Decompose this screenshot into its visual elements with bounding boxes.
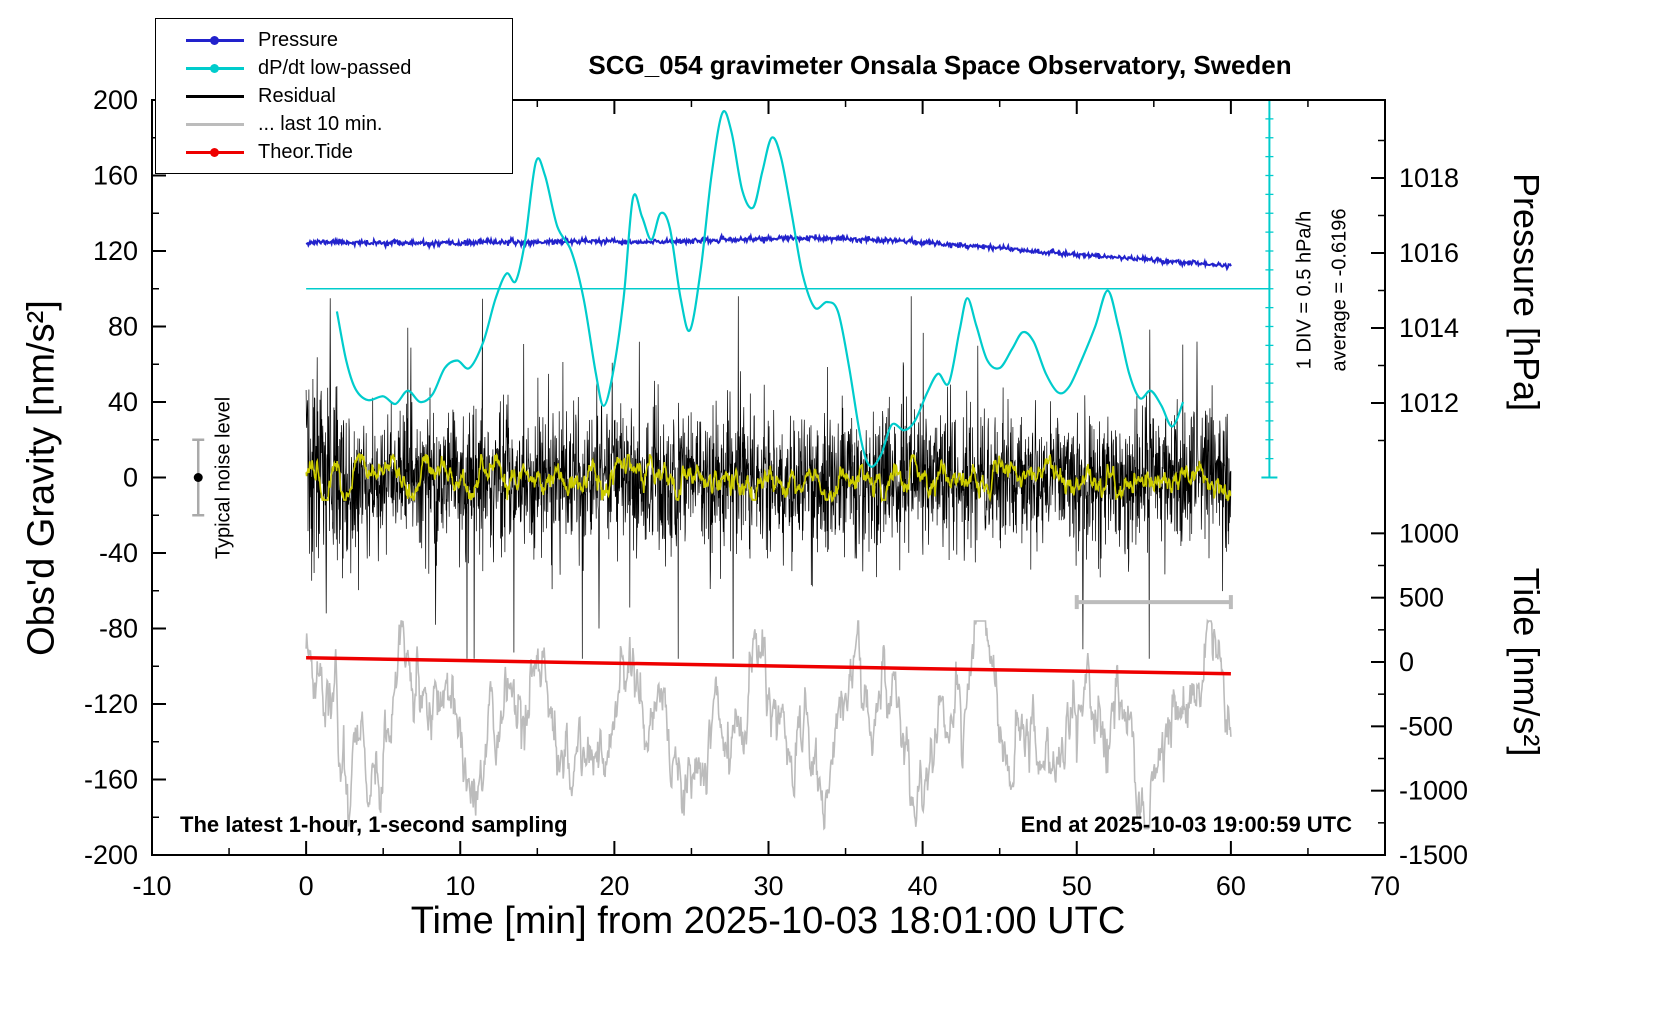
end-time-note: End at 2025-10-03 19:00:59 UTC [1020, 812, 1352, 837]
last10-line-marker [186, 117, 244, 131]
theortide-line-marker [186, 145, 244, 159]
svg-text:1014: 1014 [1399, 313, 1459, 343]
svg-text:1000: 1000 [1399, 518, 1459, 548]
svg-text:-160: -160 [84, 765, 138, 795]
legend-item-last10: ... last 10 min. [156, 110, 512, 138]
svg-text:-120: -120 [84, 689, 138, 719]
noise-level-annotation: Typical noise level [212, 396, 235, 560]
legend-label: Pressure [258, 28, 339, 51]
svg-text:160: 160 [93, 161, 138, 191]
svg-text:-1500: -1500 [1399, 840, 1468, 870]
svg-text:500: 500 [1399, 583, 1444, 613]
svg-text:-80: -80 [99, 614, 138, 644]
svg-text:-40: -40 [99, 538, 138, 568]
gravity-axis-label: Obs'd Gravity [nm/s²] [20, 300, 63, 656]
pressure-line-marker [186, 33, 244, 47]
svg-text:20: 20 [599, 871, 629, 901]
legend-label: Residual [258, 84, 336, 107]
svg-text:-200: -200 [84, 840, 138, 870]
pressure-axis-label: Pressure [hPa] [1506, 172, 1547, 412]
svg-text:50: 50 [1062, 871, 1092, 901]
svg-text:-500: -500 [1399, 711, 1453, 741]
svg-text:60: 60 [1216, 871, 1246, 901]
legend-item-theortide: Theor.Tide [156, 138, 512, 166]
svg-text:200: 200 [93, 85, 138, 115]
legend-item-pressure: Pressure [156, 26, 512, 54]
svg-text:10: 10 [445, 871, 475, 901]
legend-label: ... last 10 min. [258, 112, 383, 135]
svg-text:70: 70 [1370, 871, 1400, 901]
div-scale-annotation: 1 DIV = 0.5 hPa/h [1293, 210, 1316, 370]
sampling-note: The latest 1-hour, 1-second sampling [180, 812, 568, 837]
tide-axis-label: Tide [nm/s²] [1506, 567, 1547, 757]
svg-text:0: 0 [299, 871, 314, 901]
legend-item-dpdt: dP/dt low-passed [156, 54, 512, 82]
chart-title: SCG_054 gravimeter Onsala Space Observat… [588, 50, 1292, 80]
svg-text:30: 30 [753, 871, 783, 901]
svg-text:1016: 1016 [1399, 238, 1459, 268]
residual-line-marker [186, 89, 244, 103]
svg-text:40: 40 [908, 871, 938, 901]
legend-item-residual: Residual [156, 82, 512, 110]
svg-text:1018: 1018 [1399, 163, 1459, 193]
x-axis-label: Time [min] from 2025-10-03 18:01:00 UTC [410, 900, 1126, 942]
legend-label: Theor.Tide [258, 140, 353, 163]
average-annotation: average = -0.6196 [1328, 208, 1351, 372]
svg-text:-1000: -1000 [1399, 776, 1468, 806]
legend-label: dP/dt low-passed [258, 56, 412, 79]
svg-text:-10: -10 [132, 871, 171, 901]
svg-text:80: 80 [108, 312, 138, 342]
svg-text:0: 0 [123, 463, 138, 493]
svg-text:40: 40 [108, 387, 138, 417]
svg-text:0: 0 [1399, 647, 1414, 677]
legend: Pressure dP/dt low-passed Residual ... l… [155, 18, 513, 174]
svg-text:120: 120 [93, 236, 138, 266]
dpdt-line-marker [186, 61, 244, 75]
svg-text:1012: 1012 [1399, 388, 1459, 418]
